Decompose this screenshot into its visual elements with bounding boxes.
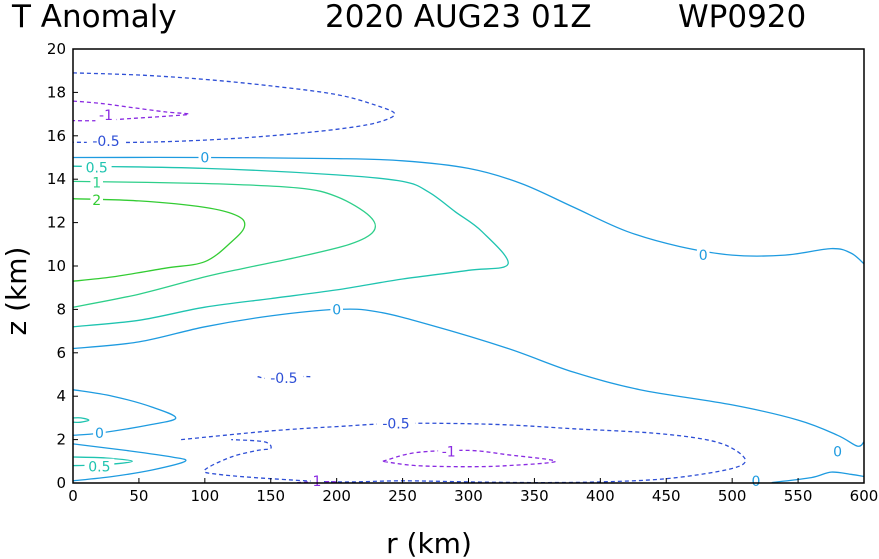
contour-label-9: 0 [95, 426, 104, 442]
contour-label-bg-3 [81, 159, 112, 176]
y-tick-label-20: 20 [47, 40, 66, 58]
x-tick-label-400: 400 [586, 487, 615, 505]
y-tick-label-10: 10 [47, 257, 66, 275]
y-tick-label-14: 14 [47, 170, 66, 188]
contour-label-0: -1 [99, 108, 113, 124]
contour-label-bg-12 [831, 443, 844, 460]
contour-label-bg-2 [198, 149, 212, 166]
x-tick-label-50: 50 [129, 487, 148, 505]
contour-line-0-13 [72, 443, 187, 482]
x-tick-label-0: 0 [68, 487, 78, 505]
contour-line-1-4 [72, 180, 377, 308]
contour-label-6: 0 [699, 248, 708, 264]
contour-label-2: 0 [200, 151, 209, 167]
y-tick-label-6: 6 [56, 344, 66, 362]
y-tick-label-0: 0 [56, 474, 66, 492]
contour-label-bg-15 [310, 472, 324, 489]
x-axis-label: r (km) [386, 527, 472, 559]
contour-label-3: 0.5 [86, 160, 108, 176]
x-axis: 0 50 100 150 200 250 300 350 400 450 500 550 600 [68, 478, 878, 505]
contour-label-bg-10 [376, 415, 416, 432]
contour-label-8: -0.5 [270, 371, 297, 387]
x-tick-label-100: 100 [191, 487, 220, 505]
contour-label-bg-6 [696, 247, 710, 264]
contour-label-bg-7 [330, 301, 343, 318]
contour-line--0.5-0 [72, 72, 396, 144]
x-tick-label-500: 500 [718, 487, 747, 505]
contour-label-7: 0 [332, 302, 341, 318]
contour-line--1-11 [382, 449, 557, 468]
plot-frame [72, 48, 865, 484]
y-tick-label-16: 16 [47, 127, 66, 145]
contour-label-bg-9 [93, 425, 106, 442]
contour-label-11: -1 [442, 445, 456, 461]
y-axis: 0 2 4 6 8 10 12 14 16 18 20 [47, 40, 78, 492]
contour-line-0.5-3 [72, 165, 509, 328]
y-tick-label-18: 18 [47, 83, 66, 101]
x-tick-label-250: 250 [388, 487, 417, 505]
contour-line-0-8 [72, 389, 177, 436]
contour-label-bg-13 [84, 458, 115, 475]
contour-label-bg-0 [95, 107, 117, 124]
contour-label-15: 1 [312, 474, 321, 490]
x-tick-label-450: 450 [652, 487, 681, 505]
chart-title: T Anomaly [11, 0, 177, 35]
contour-label-bg-1 [86, 133, 126, 150]
contour-label-5: 2 [92, 193, 101, 209]
contour-label-bg-5 [90, 191, 103, 208]
y-axis-label: z (km) [0, 247, 33, 336]
contour-label-10: -0.5 [382, 416, 409, 432]
contour-line--1-12 [297, 481, 337, 484]
x-tick-label-300: 300 [454, 487, 483, 505]
y-tick-label-2: 2 [56, 431, 66, 449]
contour-line-2-5 [72, 198, 246, 282]
y-tick-label-8: 8 [56, 300, 66, 318]
contour-line-0-6 [72, 308, 865, 447]
x-tick-label-150: 150 [256, 487, 285, 505]
chart-storm-id: WP0920 [678, 0, 806, 35]
x-tick-label-200: 200 [322, 487, 351, 505]
contour-label-bg-14 [749, 472, 763, 489]
contour-label-4: 1 [92, 176, 101, 192]
contour-line-0-2 [72, 156, 865, 265]
contour-label-14: 0 [751, 474, 760, 490]
contour-line--0.5-10 [181, 422, 747, 484]
contour-label-bg-11 [438, 443, 460, 460]
contour-label-1: -0.5 [92, 134, 119, 150]
chart-datetime: 2020 AUG23 01Z [325, 0, 592, 35]
contour-line-0-15 [771, 471, 865, 484]
x-tick-label-600: 600 [850, 487, 879, 505]
y-tick-label-4: 4 [56, 387, 66, 405]
contour-lines-group [72, 72, 865, 484]
y-tick-label-12: 12 [47, 214, 66, 232]
contour-line--1-1 [72, 100, 190, 122]
x-tick-label-350: 350 [520, 487, 549, 505]
contour-label-13: 0.5 [88, 460, 110, 476]
contour-label-bg-8 [264, 369, 304, 386]
x-tick-label-550: 550 [784, 487, 813, 505]
contour-label-bg-4 [90, 174, 103, 191]
contour-label-12: 0 [833, 445, 842, 461]
contour-line-0.5-9 [72, 417, 90, 424]
